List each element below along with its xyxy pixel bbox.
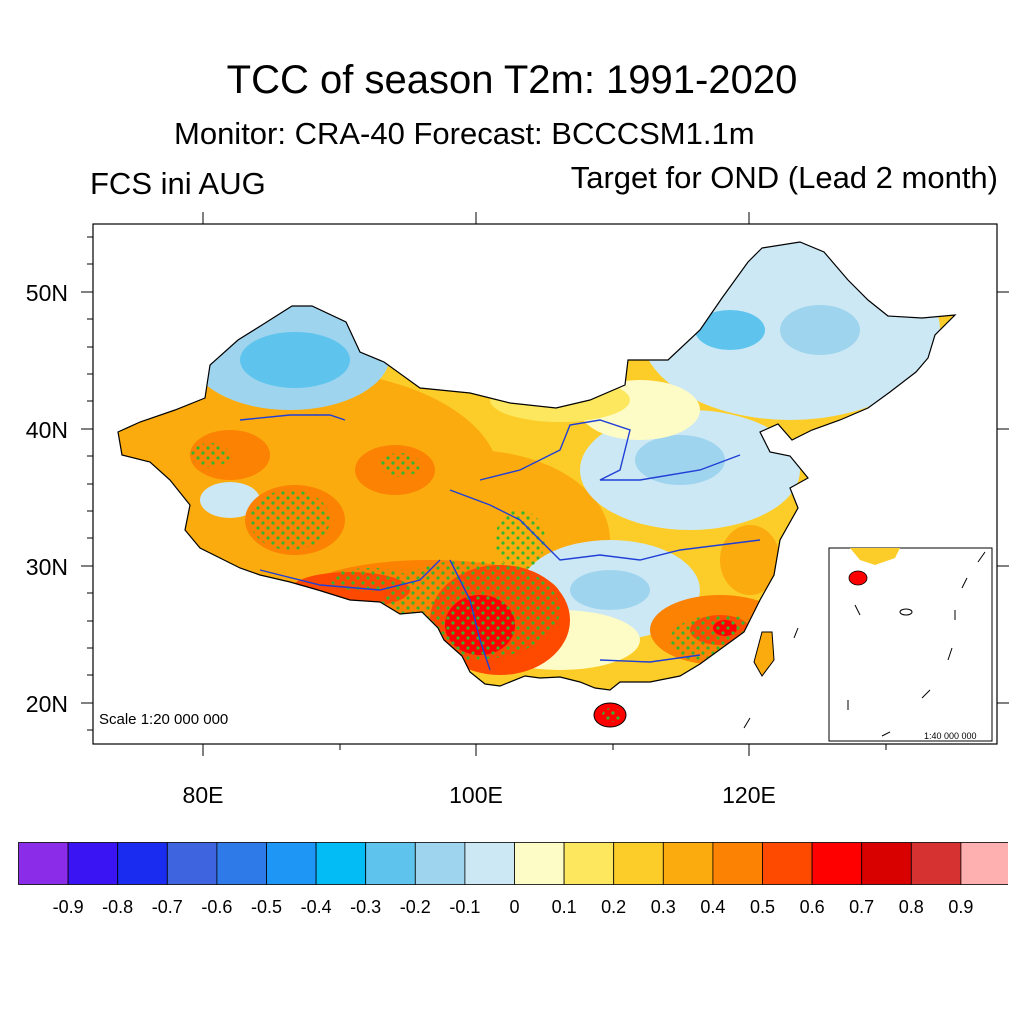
colorbar-tick-label: -0.4 [300, 897, 332, 917]
colorbar-tick-label: 0.1 [551, 897, 577, 917]
lon-label-120e: 120E [722, 782, 776, 808]
colorbar [18, 842, 1008, 885]
colorbar-tick-label: -0.6 [201, 897, 233, 917]
colorbar-swatch [811, 842, 863, 885]
colorbar-swatch [365, 842, 416, 885]
colorbar-swatch [315, 842, 367, 885]
colorbar-swatch [266, 842, 317, 885]
lon-ticks [202, 212, 887, 756]
map-scale: Scale 1:20 000 000 [99, 711, 229, 728]
colorbar-swatch [563, 842, 615, 885]
colorbar-swatch [762, 842, 813, 885]
colorbar-tick-label: -0.7 [151, 897, 183, 917]
lat-label-20n: 20N [25, 691, 68, 717]
inset-scale: 1:40 000 000 [924, 731, 977, 741]
colorbar-swatch [514, 842, 565, 885]
colorbar-tick-label: 0.7 [849, 897, 875, 917]
colorbar-tick-label: -0.8 [102, 897, 134, 917]
lon-label-100e: 100E [449, 782, 503, 808]
forecast-init-label: FCS ini AUG [90, 166, 266, 201]
colorbar-tick-label: -0.1 [449, 897, 481, 917]
colorbar-tick-label: -0.9 [52, 897, 84, 917]
taiwan-island [753, 631, 775, 677]
target-season-label: Target for OND (Lead 2 month) [570, 160, 998, 195]
colorbar-tick-label: -0.2 [399, 897, 431, 917]
colorbar-tick-label: 0.5 [749, 897, 776, 917]
chart-title: TCC of season T2m: 1991-2020 [226, 58, 798, 102]
lon-label-80e: 80E [182, 782, 224, 808]
colorbar-swatch [910, 842, 962, 885]
lat-ticks [81, 236, 1009, 731]
colorbar-swatch [414, 842, 466, 885]
colorbar-swatch [613, 842, 664, 885]
colorbar-swatch [960, 842, 1008, 885]
colorbar-swatch [18, 842, 69, 885]
colorbar-swatch [464, 842, 515, 885]
colorbar-tick-label: -0.3 [350, 897, 382, 917]
colorbar-tick-label: 0.3 [650, 897, 676, 917]
rivers [239, 414, 761, 671]
colorbar-swatch [712, 842, 763, 885]
lat-label-40n: 40N [25, 417, 68, 443]
chart-subtitle: Monitor: CRA-40 Forecast: BCCCSM1.1m [174, 116, 755, 151]
lat-label-50n: 50N [25, 280, 68, 306]
colorbar-swatch [662, 842, 714, 885]
colorbar-swatch [166, 842, 218, 885]
colorbar-swatch [861, 842, 912, 885]
colorbar-tick-label: 0 [509, 897, 520, 917]
colorbar-swatch [67, 842, 119, 885]
boundary-dashes [743, 627, 799, 729]
lat-label-30n: 30N [25, 554, 68, 580]
colorbar-tick-label: 0.2 [601, 897, 627, 917]
correlation-map [81, 212, 1009, 756]
colorbar-tick-label: 0.4 [700, 897, 726, 917]
colorbar-tick-label: 0.6 [799, 897, 825, 917]
colorbar-tick-label: 0.8 [898, 897, 924, 917]
colorbar-tick-label: 0.9 [948, 897, 974, 917]
colorbar-swatch [117, 842, 168, 885]
south-china-sea-inset [828, 547, 993, 742]
colorbar-tick-label: -0.5 [250, 897, 283, 917]
colorbar-swatch [216, 842, 267, 885]
